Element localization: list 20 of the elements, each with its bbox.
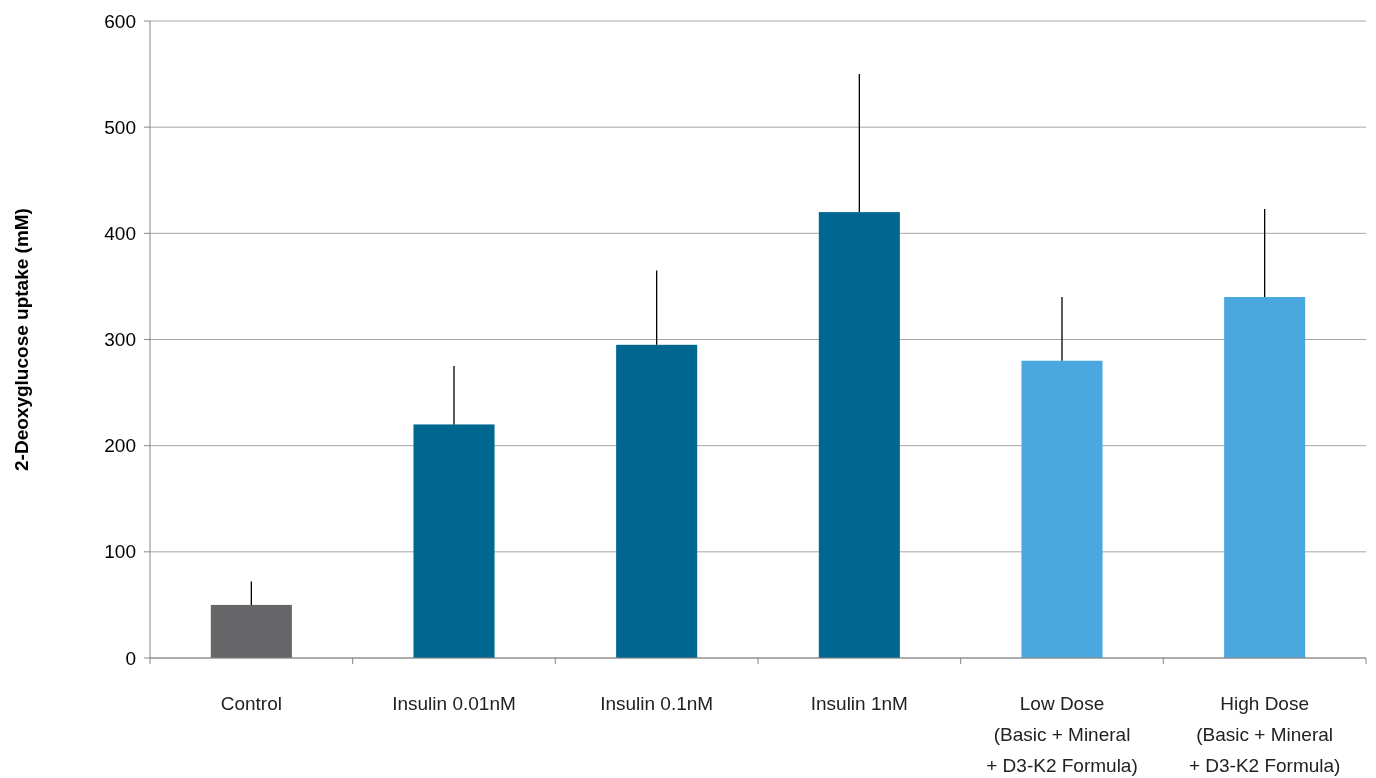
y-tick-label: 0 <box>125 647 136 669</box>
x-tick-label: Control <box>220 693 282 714</box>
y-tick-label: 100 <box>104 541 136 563</box>
y-tick-label: 500 <box>104 116 136 138</box>
x-tick-label: Low Dose (Basic + Mineral + D3-K2 Formula) <box>986 693 1138 776</box>
bar <box>210 604 292 658</box>
x-tick-label: Insulin 0.1nM <box>600 693 714 714</box>
y-tick-label: 300 <box>104 329 136 351</box>
bar <box>616 344 698 658</box>
y-tick-label: 400 <box>104 222 136 244</box>
x-tick-label: Insulin 0.01nM <box>392 693 516 714</box>
x-tick-label: High Dose (Basic + Mineral + D3-K2 Formula) <box>1188 693 1341 776</box>
y-tick-label: 200 <box>104 435 136 457</box>
y-tick-label: 600 <box>104 10 136 32</box>
x-tick-label: Insulin 1nM <box>810 693 908 714</box>
bar <box>818 212 900 658</box>
bar <box>413 424 495 658</box>
bar <box>1224 297 1306 658</box>
y-axis-title: 2-Deoxyglucose uptake (mM) <box>11 208 32 471</box>
bar <box>1021 360 1103 658</box>
